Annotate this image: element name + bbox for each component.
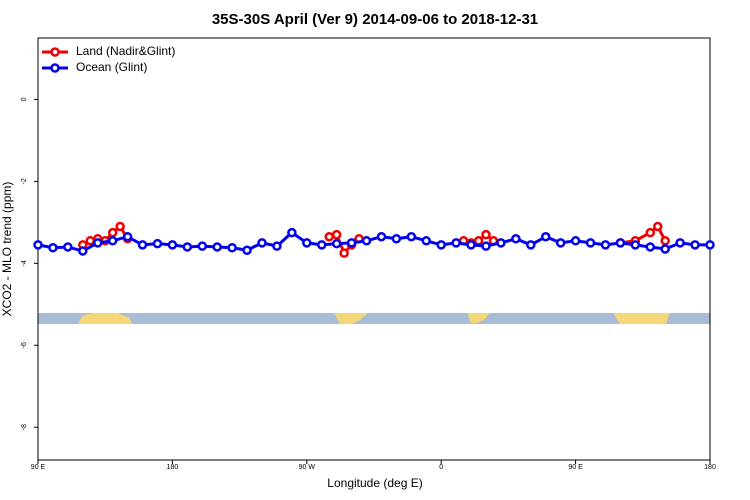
data-point <box>107 236 118 246</box>
data-point <box>137 240 148 250</box>
data-point <box>152 238 163 249</box>
data-point <box>48 243 58 253</box>
legend-label: Ocean (Glint) <box>76 60 147 74</box>
data-point <box>376 231 387 242</box>
y-tick-label: 0 <box>21 97 28 101</box>
y-tick-label: -6 <box>21 342 28 348</box>
y-tick-label: -4 <box>21 260 28 266</box>
data-point <box>302 238 312 248</box>
data-point <box>511 234 521 244</box>
x-tick-label: 180 <box>167 464 179 471</box>
data-point <box>85 236 96 246</box>
data-point <box>660 244 670 254</box>
data-point <box>526 240 536 250</box>
data-point <box>324 231 334 242</box>
data-point <box>346 238 357 248</box>
data-point <box>242 245 252 255</box>
data-point <box>481 241 491 251</box>
data-point <box>615 238 626 248</box>
data-point <box>361 236 372 246</box>
data-point <box>78 246 88 256</box>
data-point <box>331 229 342 240</box>
map-strip <box>38 313 710 324</box>
data-point <box>339 248 349 258</box>
data-point <box>481 229 491 240</box>
data-point <box>406 231 417 242</box>
x-axis-label: Longitude (deg E) <box>327 476 422 490</box>
data-point <box>645 227 656 238</box>
data-point <box>570 236 581 246</box>
legend-marker <box>50 47 60 57</box>
data-point <box>212 242 222 252</box>
data-point <box>705 240 715 250</box>
land-blob <box>78 313 132 324</box>
series-line <box>37 230 710 253</box>
y-axis-label: XCO2 - MLO trend (ppm) <box>0 182 14 317</box>
data-point <box>675 238 685 248</box>
data-point <box>630 240 641 250</box>
x-tick-label: 90 E <box>568 464 583 471</box>
y-tick-label: -2 <box>21 178 28 184</box>
data-point <box>331 238 342 249</box>
data-point <box>555 238 566 248</box>
x-tick-label: 90 W <box>299 464 316 471</box>
x-tick-label: 0 <box>439 464 443 471</box>
data-point <box>540 231 551 242</box>
data-point <box>421 236 432 246</box>
legend-marker <box>50 63 60 73</box>
data-point <box>182 242 193 252</box>
data-point <box>645 242 656 252</box>
y-tick-label: -8 <box>21 424 28 430</box>
legend-label: Land (Nadir&Glint) <box>76 44 175 58</box>
land-blob <box>468 313 490 324</box>
plot-frame <box>37 37 711 461</box>
data-point <box>115 221 125 232</box>
data-point <box>287 227 297 238</box>
data-point <box>107 227 118 238</box>
data-point <box>227 243 237 253</box>
data-point <box>197 241 208 251</box>
data-point <box>257 238 267 248</box>
data-point <box>167 240 178 250</box>
land-blob <box>334 313 368 324</box>
data-point <box>473 236 484 246</box>
data-point <box>451 238 461 248</box>
data-point <box>63 242 73 252</box>
data-point <box>690 240 700 250</box>
data-point <box>600 240 611 250</box>
data-point <box>652 221 663 232</box>
data-point <box>122 231 133 242</box>
data-point <box>436 240 446 250</box>
data-point <box>660 236 670 246</box>
data-point <box>33 240 43 250</box>
data-point <box>585 238 596 248</box>
land-blob <box>614 313 670 324</box>
data-point <box>466 240 476 250</box>
data-point <box>272 241 282 251</box>
x-tick-label: 180 <box>704 464 716 471</box>
data-point <box>391 234 402 244</box>
x-tick-label: 90 E <box>31 464 46 471</box>
data-point <box>496 238 506 248</box>
data-point <box>316 240 327 250</box>
chart-title: 35S-30S April (Ver 9) 2014-09-06 to 2018… <box>212 11 538 28</box>
data-point <box>92 238 103 248</box>
ocean-strip <box>38 313 710 324</box>
